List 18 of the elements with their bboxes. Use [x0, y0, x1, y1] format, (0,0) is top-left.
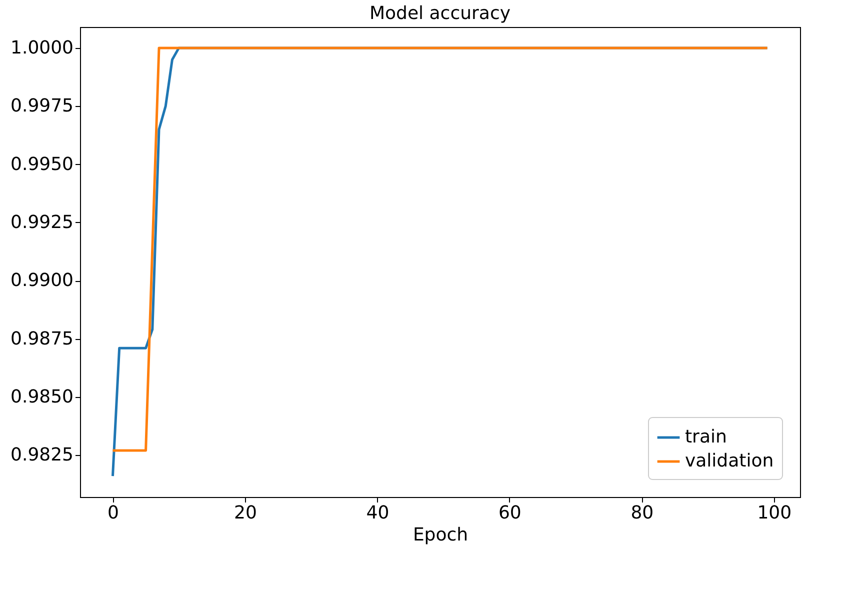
x-tick-label: 20 [234, 502, 257, 524]
x-tick-label: 100 [757, 502, 792, 524]
y-tick-label: 0.9875 [10, 328, 74, 350]
y-tick-label: 0.9950 [10, 154, 74, 175]
x-tick-label: 60 [498, 502, 522, 524]
x-tick-label: 40 [366, 502, 390, 524]
x-tick-label: 0 [108, 502, 119, 524]
chart-title: Model accuracy [370, 3, 511, 24]
y-tick-label: 0.9925 [10, 212, 74, 233]
legend-label: train [685, 426, 727, 448]
y-tick-label: 0.9975 [10, 96, 74, 117]
y-tick-label: 0.9850 [10, 386, 74, 408]
x-axis-title: Epoch [412, 524, 468, 546]
y-tick-label: 0.9825 [10, 444, 74, 466]
y-tick-label: 0.9900 [10, 270, 74, 292]
legend-label: validation [685, 450, 774, 472]
y-tick-label: 1.0000 [10, 37, 74, 58]
x-tick-label: 80 [630, 502, 654, 524]
